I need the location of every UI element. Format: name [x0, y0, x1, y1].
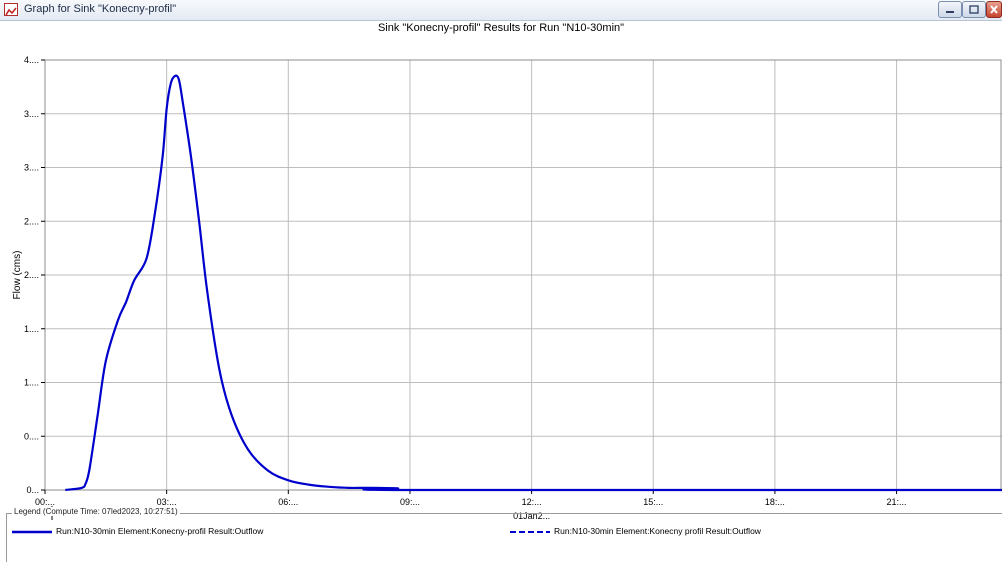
y-tick-label: 2.... [24, 216, 39, 226]
y-tick-label: 1.... [24, 378, 39, 388]
x-axis-date-label: 01Jan2... [513, 511, 550, 521]
y-tick-label: 2.... [24, 270, 39, 280]
legend-item-outflow-dashed: Run:N10-30min Element:Konecny profil Res… [510, 526, 761, 536]
maximize-button[interactable] [962, 1, 986, 18]
x-tick-label: 09:... [400, 497, 420, 507]
legend-item-label: Run:N10-30min Element:Konecny-profil Res… [56, 526, 264, 536]
close-icon [990, 5, 998, 14]
x-tick-label: 12:... [522, 497, 542, 507]
y-tick-label: 3.... [24, 163, 39, 173]
series-group [65, 74, 1002, 492]
x-tick-label: 00:... [35, 497, 55, 507]
y-tick-label: 0... [26, 485, 39, 495]
y-tick-label: 0.... [24, 431, 39, 441]
app-chart-icon [4, 3, 18, 16]
chart-grid [45, 60, 1002, 490]
x-tick-label: 03:... [157, 497, 177, 507]
y-tick-label: 3.... [24, 109, 39, 119]
legend-dashed-line-icon [510, 530, 550, 533]
window-titlebar[interactable]: Graph for Sink "Konecny-profil" [0, 0, 1002, 21]
x-axis: 00:... 03:... 06:... 09:... 12:... 15:... 18:.… [35, 490, 907, 520]
y-tick-label: 4.... [24, 55, 39, 65]
legend-panel [6, 513, 1002, 562]
legend-solid-line-icon [12, 530, 52, 533]
y-axis-label: Flow (cms) [12, 251, 23, 300]
y-tick-label: 1.... [24, 324, 39, 334]
x-tick-label: 06:... [278, 497, 298, 507]
window-title: Graph for Sink "Konecny-profil" [24, 3, 177, 15]
minimize-icon [946, 11, 954, 13]
maximize-icon [969, 5, 979, 14]
minimize-button[interactable] [938, 1, 962, 18]
y-axis: 0... 0.... 1.... 1.... 2.... 2.... 3.... 3.... 4… [24, 55, 45, 495]
legend-item-label: Run:N10-30min Element:Konecny profil Res… [554, 526, 761, 536]
series-line-outflow [65, 74, 1002, 492]
x-tick-label: 18:... [765, 497, 785, 507]
x-tick-label: 21:... [887, 497, 907, 507]
legend-title: Legend (Compute Time: 07led2023, 10:27:5… [12, 507, 180, 516]
x-tick-label: 15:... [643, 497, 663, 507]
legend-item-outflow-solid: Run:N10-30min Element:Konecny-profil Res… [12, 526, 263, 536]
chart-title: Sink "Konecny-profil" Results for Run "N… [377, 22, 625, 34]
